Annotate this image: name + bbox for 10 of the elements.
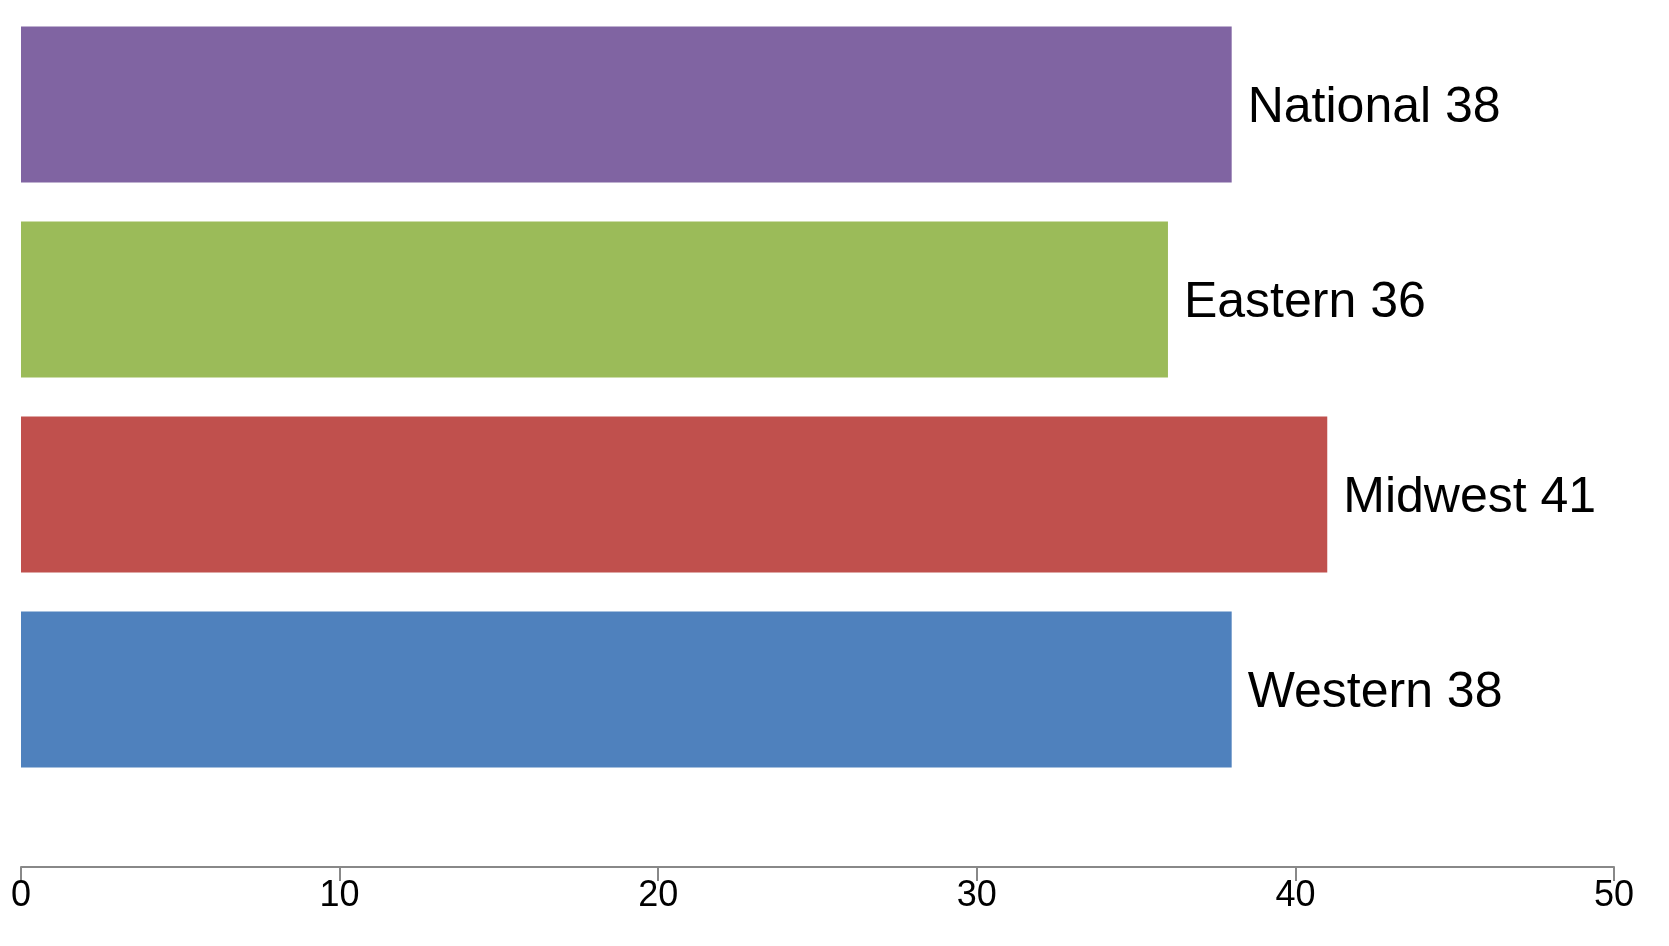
x-tick-label: 0 (10, 872, 32, 914)
x-tick-label: 30 (956, 872, 997, 914)
x-tick-label: 50 (1593, 872, 1635, 914)
data-label: Midwest 41 (1343, 466, 1597, 523)
data-label: National 38 (1247, 76, 1501, 133)
data-label: Eastern 36 (1183, 271, 1426, 328)
data-label: Western 38 (1247, 661, 1503, 718)
x-tick-label: 10 (319, 872, 360, 914)
x-tick-label: 20 (638, 872, 679, 914)
x-tick-label: 40 (1275, 872, 1316, 914)
